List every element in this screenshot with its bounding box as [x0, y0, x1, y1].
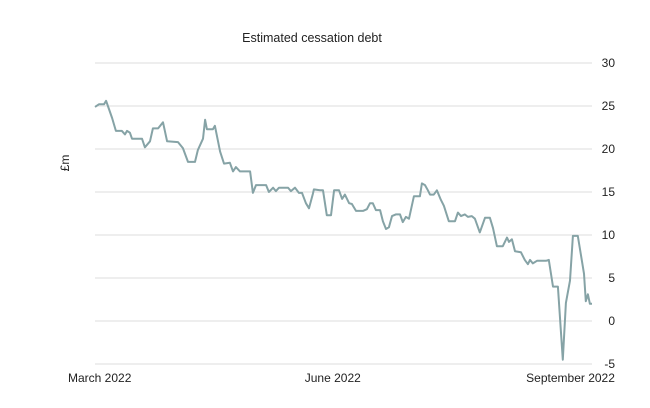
y-tick-label: 15: [602, 185, 616, 199]
y-tick-label: 30: [602, 56, 616, 70]
y-axis-label: £m: [58, 155, 72, 172]
x-tick-label: June 2022: [305, 371, 361, 385]
y-tick-label: 25: [602, 99, 616, 113]
y-tick-label: 0: [608, 314, 615, 328]
x-tick-label: September 2022: [526, 371, 615, 385]
y-tick-label: 5: [608, 271, 615, 285]
y-tick-label: 20: [602, 142, 616, 156]
series-line: [94, 99, 592, 361]
x-tick-label: March 2022: [68, 371, 132, 385]
chart-title: Estimated cessation debt: [242, 31, 382, 45]
y-tick-label: -5: [604, 357, 615, 371]
y-tick-label: 10: [602, 228, 616, 242]
